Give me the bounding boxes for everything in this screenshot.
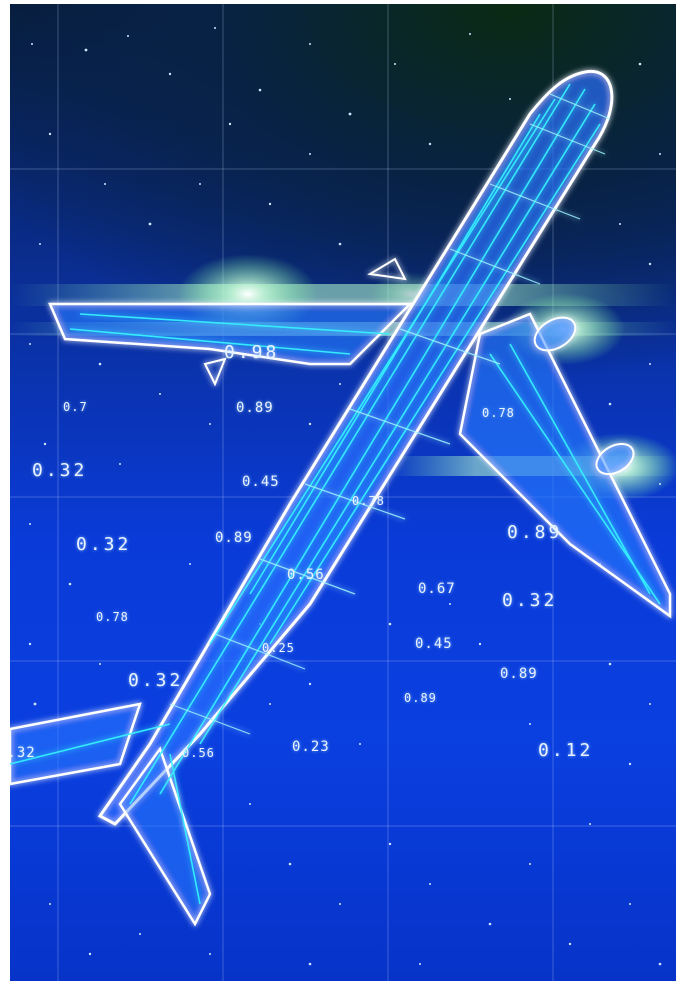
number-label: 0.23 xyxy=(292,739,330,755)
number-label: 0.89 xyxy=(404,691,437,705)
number-label: 0.32 xyxy=(10,745,36,761)
number-label: 0.78 xyxy=(352,494,385,508)
airplane-image: 0.98 0.7 0.89 0.78 0.32 0.45 0.78 0.32 0… xyxy=(10,4,676,981)
number-label: 0.32 xyxy=(502,590,558,611)
number-label: 0.89 xyxy=(236,400,274,416)
number-label: 0.89 xyxy=(500,666,538,682)
number-label: 0.67 xyxy=(418,581,456,597)
number-label: 0.56 xyxy=(182,746,215,760)
number-label: 0.78 xyxy=(482,406,515,420)
number-label: 0.12 xyxy=(538,740,594,761)
number-label: 0.78 xyxy=(96,610,129,624)
number-label: 0.32 xyxy=(32,460,88,481)
number-label: 0.32 xyxy=(76,534,132,555)
number-label: 0.89 xyxy=(507,522,563,543)
number-label: 0.25 xyxy=(262,641,295,655)
number-label: 0.45 xyxy=(415,636,453,652)
number-label: 0.32 xyxy=(128,670,184,691)
number-label: 0.56 xyxy=(287,567,325,583)
number-label: 0.89 xyxy=(215,530,253,546)
airplane-wireframe xyxy=(10,69,672,927)
number-label: 0.45 xyxy=(242,474,280,490)
number-label: 0.98 xyxy=(224,342,280,363)
number-label: 0.7 xyxy=(63,400,88,414)
